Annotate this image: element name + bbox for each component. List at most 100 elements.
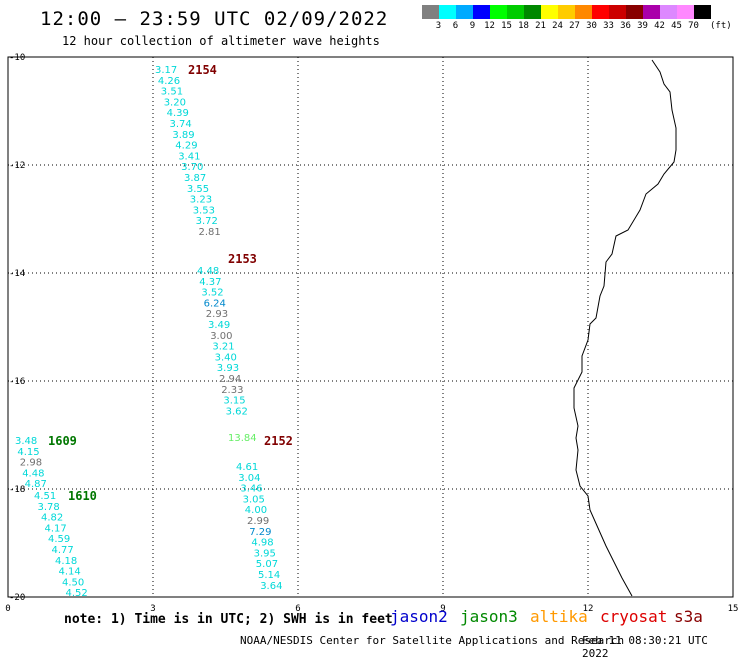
scale-swatch — [490, 5, 507, 19]
wave-height-value: 3.89 — [172, 130, 194, 141]
wave-height-value: 4.51 — [34, 491, 56, 502]
scale-label: 24 — [552, 21, 563, 31]
wave-height-value: 3.48 — [15, 436, 37, 447]
scale-label: 45 — [671, 21, 682, 31]
lat-label: -10 — [9, 53, 25, 63]
satellite-cryosat: cryosat — [600, 607, 668, 626]
wave-height-value: 4.87 — [25, 479, 47, 490]
map-title: 12:00 — 23:59 UTC 02/09/2022 — [40, 8, 389, 30]
wave-height-value: 3.21 — [212, 342, 234, 353]
wave-height-value: 4.98 — [251, 538, 273, 549]
wave-height-value: 4.77 — [52, 545, 74, 556]
wave-height-value: 2.98 — [20, 458, 42, 469]
wave-height-value: 2.33 — [221, 385, 243, 396]
lat-label: -18 — [9, 485, 25, 495]
wave-height-value: 5.14 — [258, 570, 280, 581]
wave-height-value: 3.74 — [170, 119, 192, 130]
wave-height-value: 3.72 — [196, 216, 218, 227]
pass-label: 2154 — [188, 63, 217, 77]
lon-label: 9 — [440, 604, 445, 614]
wave-height-value: 4.39 — [167, 108, 189, 119]
footer-note: note: 1) Time is in UTC; 2) SWH is in fe… — [64, 612, 393, 627]
scale-swatch — [422, 5, 439, 19]
wave-height-value: 3.46 — [240, 484, 262, 495]
wave-height-value: 2.81 — [199, 227, 221, 238]
lon-label: 15 — [728, 604, 739, 614]
wave-height-value: 5.07 — [256, 559, 278, 570]
scale-label: 30 — [586, 21, 597, 31]
map-frame — [7, 56, 734, 598]
scale-swatch — [694, 5, 711, 19]
map-subtitle: 12 hour collection of altimeter wave hei… — [62, 34, 380, 48]
lat-label: -20 — [9, 593, 25, 603]
wave-height-value: 7.29 — [249, 527, 271, 538]
scale-label: 3 — [435, 21, 442, 31]
scale-label: 18 — [518, 21, 529, 31]
wave-height-value: 4.48 — [22, 468, 44, 479]
scale-label: 39 — [637, 21, 648, 31]
wave-height-value: 4.17 — [45, 523, 67, 534]
wave-height-value: 4.15 — [17, 447, 39, 458]
wave-height-value: 3.64 — [260, 581, 282, 592]
wave-height-value: 3.49 — [208, 320, 230, 331]
footer-timestamp: Feb 11 08:30:21 UTC 2022 — [582, 634, 708, 660]
scale-label: 12 — [484, 21, 495, 31]
satellite-jason3: jason3 — [460, 607, 518, 626]
scale-swatch — [575, 5, 592, 19]
wave-height-value: 4.82 — [41, 513, 63, 524]
scale-swatch — [473, 5, 490, 19]
lat-label: -12 — [9, 161, 25, 171]
wave-height-value: 4.59 — [48, 534, 70, 545]
scale-swatch — [456, 5, 473, 19]
scale-label: 33 — [603, 21, 614, 31]
wave-height-value: 3.87 — [184, 173, 206, 184]
wave-height-value: 3.40 — [215, 352, 237, 363]
color-scale-unit: (ft) — [710, 21, 732, 31]
wave-height-value: 3.53 — [193, 205, 215, 216]
pass-label: 2152 — [264, 434, 293, 448]
wave-height-value: 4.52 — [66, 588, 88, 599]
scale-swatch — [439, 5, 456, 19]
lon-label: 3 — [150, 604, 155, 614]
scale-label: 15 — [501, 21, 512, 31]
satellite-jason2: jason2 — [390, 607, 448, 626]
wave-height-value: 4.50 — [62, 577, 84, 588]
wave-height-value: 3.70 — [181, 162, 203, 173]
scale-label: 27 — [569, 21, 580, 31]
wave-height-value: 3.95 — [254, 548, 276, 559]
pass-label: 2153 — [228, 252, 257, 266]
scale-swatch — [541, 5, 558, 19]
scale-swatch — [558, 5, 575, 19]
wave-height-value: 3.51 — [161, 87, 183, 98]
coastline — [573, 59, 677, 597]
scale-label: 6 — [452, 21, 459, 31]
scale-swatch — [660, 5, 677, 19]
satellite-s3a: s3a — [674, 607, 703, 626]
wave-height-value: 4.18 — [55, 556, 77, 567]
scale-label: 70 — [688, 21, 699, 31]
wave-height-value: 4.48 — [197, 266, 219, 277]
wave-height-value: 2.99 — [247, 516, 269, 527]
wave-height-value: 3.23 — [190, 195, 212, 206]
wave-height-value: 3.00 — [210, 331, 232, 342]
wave-height-value: 2.93 — [206, 309, 228, 320]
scale-label: 9 — [469, 21, 476, 31]
wave-height-value: 6.24 — [204, 298, 226, 309]
lon-label: 12 — [583, 604, 594, 614]
color-scale-legend — [422, 5, 711, 19]
lon-label: 6 — [295, 604, 300, 614]
scale-swatch — [626, 5, 643, 19]
scale-swatch — [643, 5, 660, 19]
scale-swatch — [524, 5, 541, 19]
wave-height-value: 4.00 — [245, 505, 267, 516]
wave-height-value: 3.20 — [164, 97, 186, 108]
wave-height-value: 4.29 — [175, 141, 197, 152]
wave-height-value: 3.78 — [38, 502, 60, 513]
scale-label: 21 — [535, 21, 546, 31]
wave-height-value: 4.26 — [158, 76, 180, 87]
scale-swatch — [677, 5, 694, 19]
wave-height-value: 3.17 — [155, 65, 177, 76]
scale-swatch — [609, 5, 626, 19]
wave-height-value: 3.04 — [238, 473, 260, 484]
